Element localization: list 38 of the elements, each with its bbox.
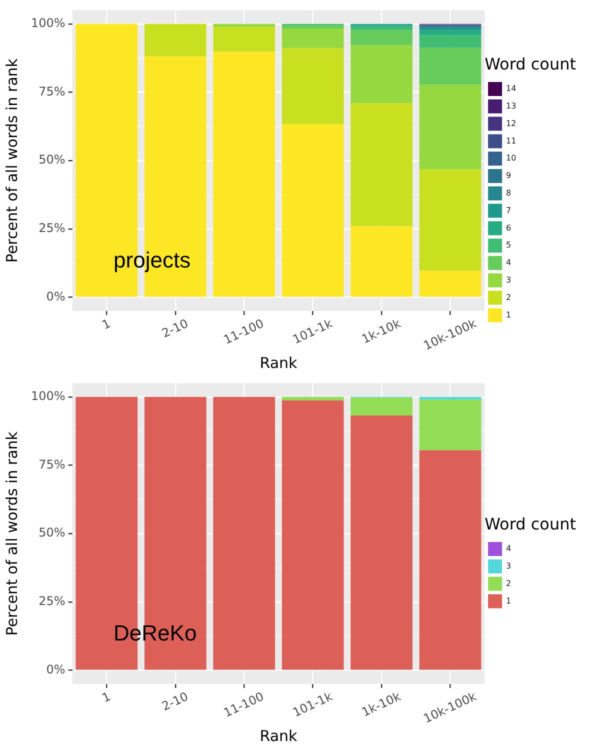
- legend-label: 2: [506, 578, 512, 588]
- y-tick-label: 25%: [38, 221, 66, 236]
- x-axis-title: Rank: [260, 726, 298, 745]
- legend-label: 13: [506, 101, 516, 110]
- legend-label: 11: [506, 136, 516, 146]
- y-tick-label: 0%: [46, 289, 66, 304]
- y-tick-label: 100%: [30, 389, 66, 403]
- legend-title: Word count: [484, 54, 576, 74]
- y-tick-label: 0%: [46, 662, 66, 676]
- legend-label: 10: [506, 154, 516, 163]
- legend-label: 4: [506, 544, 512, 554]
- y-axis-title: Percent of all words in rank: [2, 58, 21, 263]
- y-tick-label: 50%: [38, 526, 66, 540]
- x-tick-label: 1: [100, 316, 113, 332]
- legend-label: 3: [506, 275, 512, 284]
- legend-label: 12: [506, 118, 516, 128]
- y-axis-title: Percent of all words in rank: [2, 431, 21, 636]
- legend-title: Word count: [484, 514, 576, 534]
- legend-label: 4: [506, 258, 512, 268]
- legend-label: 1: [506, 310, 512, 320]
- y-tick-label: 50%: [38, 152, 66, 167]
- y-tick-label: 75%: [38, 84, 66, 98]
- legend-label: 6: [506, 223, 512, 232]
- legend-label: 1: [506, 596, 512, 606]
- legend-label: 5: [506, 240, 512, 250]
- legend-label: 3: [506, 561, 512, 570]
- legend-label: 9: [506, 171, 512, 180]
- x-tick-label: 2-10: [160, 316, 190, 340]
- legend-label: 8: [506, 188, 512, 198]
- x-axis-title: Rank: [260, 354, 298, 372]
- y-tick-label: 25%: [38, 594, 66, 608]
- x-tick-label: 1: [100, 689, 113, 706]
- legend-label: 14: [506, 84, 516, 94]
- y-tick-label: 100%: [30, 16, 66, 30]
- legend-label: 7: [506, 206, 512, 215]
- legend-label: 2: [506, 292, 512, 302]
- x-tick-label: 2-10: [160, 689, 190, 714]
- y-tick-label: 75%: [38, 457, 66, 472]
